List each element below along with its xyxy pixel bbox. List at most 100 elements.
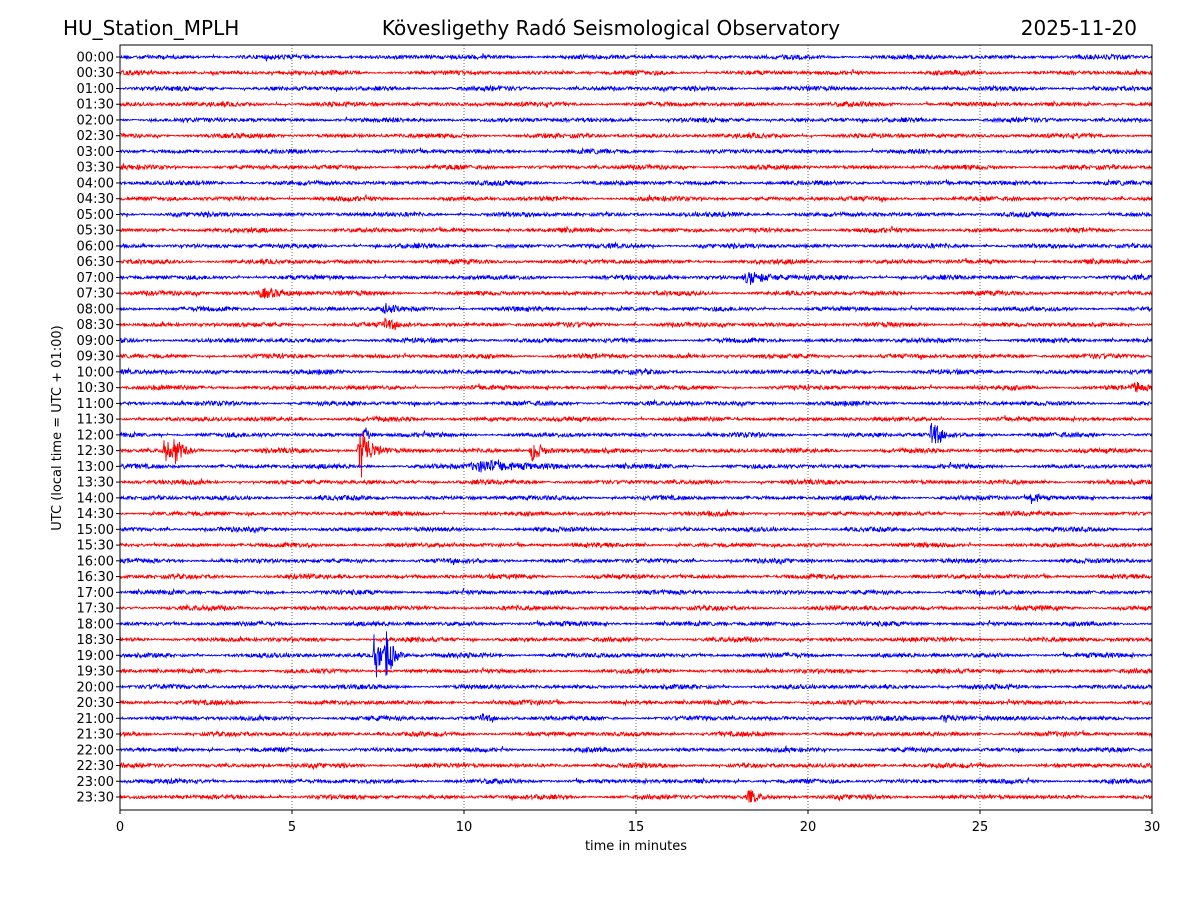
trace-2230 [119,761,1153,771]
trace-0900 [119,336,1153,345]
row-label: 18:30 [77,633,114,648]
trace-0130 [119,100,1153,109]
trace-0430 [119,193,1153,203]
row-label: 11:00 [77,397,114,412]
trace-2030 [119,698,1153,707]
trace-1530 [119,541,1153,550]
row-label: 07:30 [77,287,114,302]
trace-1430 [120,508,1153,518]
trace-1800 [119,619,1153,628]
row-label: 02:30 [77,129,114,144]
row-label: 13:00 [77,460,114,475]
row-label: 04:00 [77,176,114,191]
trace-1600 [119,557,1153,566]
row-label: 17:30 [77,602,114,617]
row-label: 13:30 [77,476,114,491]
trace-0530 [119,225,1153,235]
row-label: 03:00 [77,145,114,160]
row-label: 10:00 [77,365,114,380]
observatory-title: Kövesligethy Radó Seismological Observat… [382,16,840,40]
trace-1000 [119,367,1153,377]
trace-0700 [119,272,1153,285]
trace-0000 [119,53,1153,62]
row-label: 20:30 [77,696,114,711]
row-label: 16:00 [77,554,114,569]
x-tick-label: 0 [116,820,124,835]
row-label: 12:30 [77,444,114,459]
row-label: 05:30 [77,224,114,239]
row-label: 08:00 [77,302,114,317]
trace-1300 [119,459,1153,473]
trace-2300 [119,777,1153,786]
row-label: 19:00 [77,649,114,664]
row-label: 21:00 [77,712,114,727]
row-label: 10:30 [77,381,114,396]
x-tick-label: 25 [972,820,989,835]
trace-1100 [119,398,1152,409]
trace-0100 [119,84,1153,94]
row-label: 01:00 [77,82,114,97]
row-label: 23:30 [77,791,114,806]
row-label: 06:30 [77,255,114,270]
trace-0230 [119,131,1153,140]
row-label: 00:30 [77,66,114,81]
station-title: HU_Station_MPLH [63,16,239,40]
row-label: 06:00 [77,239,114,254]
row-label: 22:00 [77,743,114,758]
trace-1830 [119,635,1153,644]
x-tick-label: 10 [456,820,473,835]
trace-1030 [119,381,1153,393]
row-label: 22:30 [77,759,114,774]
x-tick-label: 30 [1144,820,1161,835]
trace-1700 [119,587,1153,597]
trace-1230 [119,432,1153,478]
row-label: 09:00 [77,334,114,349]
trace-1630 [119,572,1153,581]
trace-1500 [119,525,1153,535]
row-label: 00:00 [77,51,114,66]
row-label: 02:00 [77,113,114,128]
trace-1200 [119,422,1153,444]
row-label: 11:30 [77,413,114,428]
row-label: 12:00 [77,428,114,443]
row-label: 21:30 [77,728,114,743]
row-label: 17:00 [77,586,114,601]
x-tick-label: 20 [800,820,817,835]
row-label: 19:30 [77,665,114,680]
trace-2200 [119,744,1152,754]
date-title: 2025-11-20 [1021,16,1137,40]
trace-0730 [119,287,1153,299]
plot-frame [119,44,1153,811]
trace-1130 [119,415,1153,424]
trace-0030 [119,68,1153,77]
trace-0400 [119,178,1153,187]
trace-0200 [120,116,1153,124]
row-label: 14:00 [77,491,114,506]
trace-1330 [119,477,1153,487]
row-label: 04:30 [77,192,114,207]
row-label: 14:30 [77,507,114,522]
row-label: 20:00 [77,680,114,695]
row-label: 01:30 [77,98,114,113]
trace-0800 [119,302,1153,314]
trace-1900 [119,631,1153,678]
trace-2000 [119,683,1153,691]
trace-2330 [119,789,1152,803]
trace-2100 [120,713,1153,723]
row-label: 18:00 [77,617,114,632]
x-tick-label: 5 [288,820,296,835]
trace-1930 [119,666,1153,676]
trace-0930 [119,351,1153,361]
row-label: 16:30 [77,570,114,585]
trace-0630 [119,257,1153,266]
row-label: 15:00 [77,523,114,538]
trace-2130 [119,729,1153,739]
x-axis-label: time in minutes [585,839,687,854]
trace-0500 [119,210,1153,219]
y-axis-label: UTC (local time = UTC + 01:00) [50,325,65,530]
x-tick-label: 15 [628,820,645,835]
trace-0330 [119,162,1153,172]
trace-1400 [119,492,1153,505]
row-label: 03:30 [77,161,114,176]
